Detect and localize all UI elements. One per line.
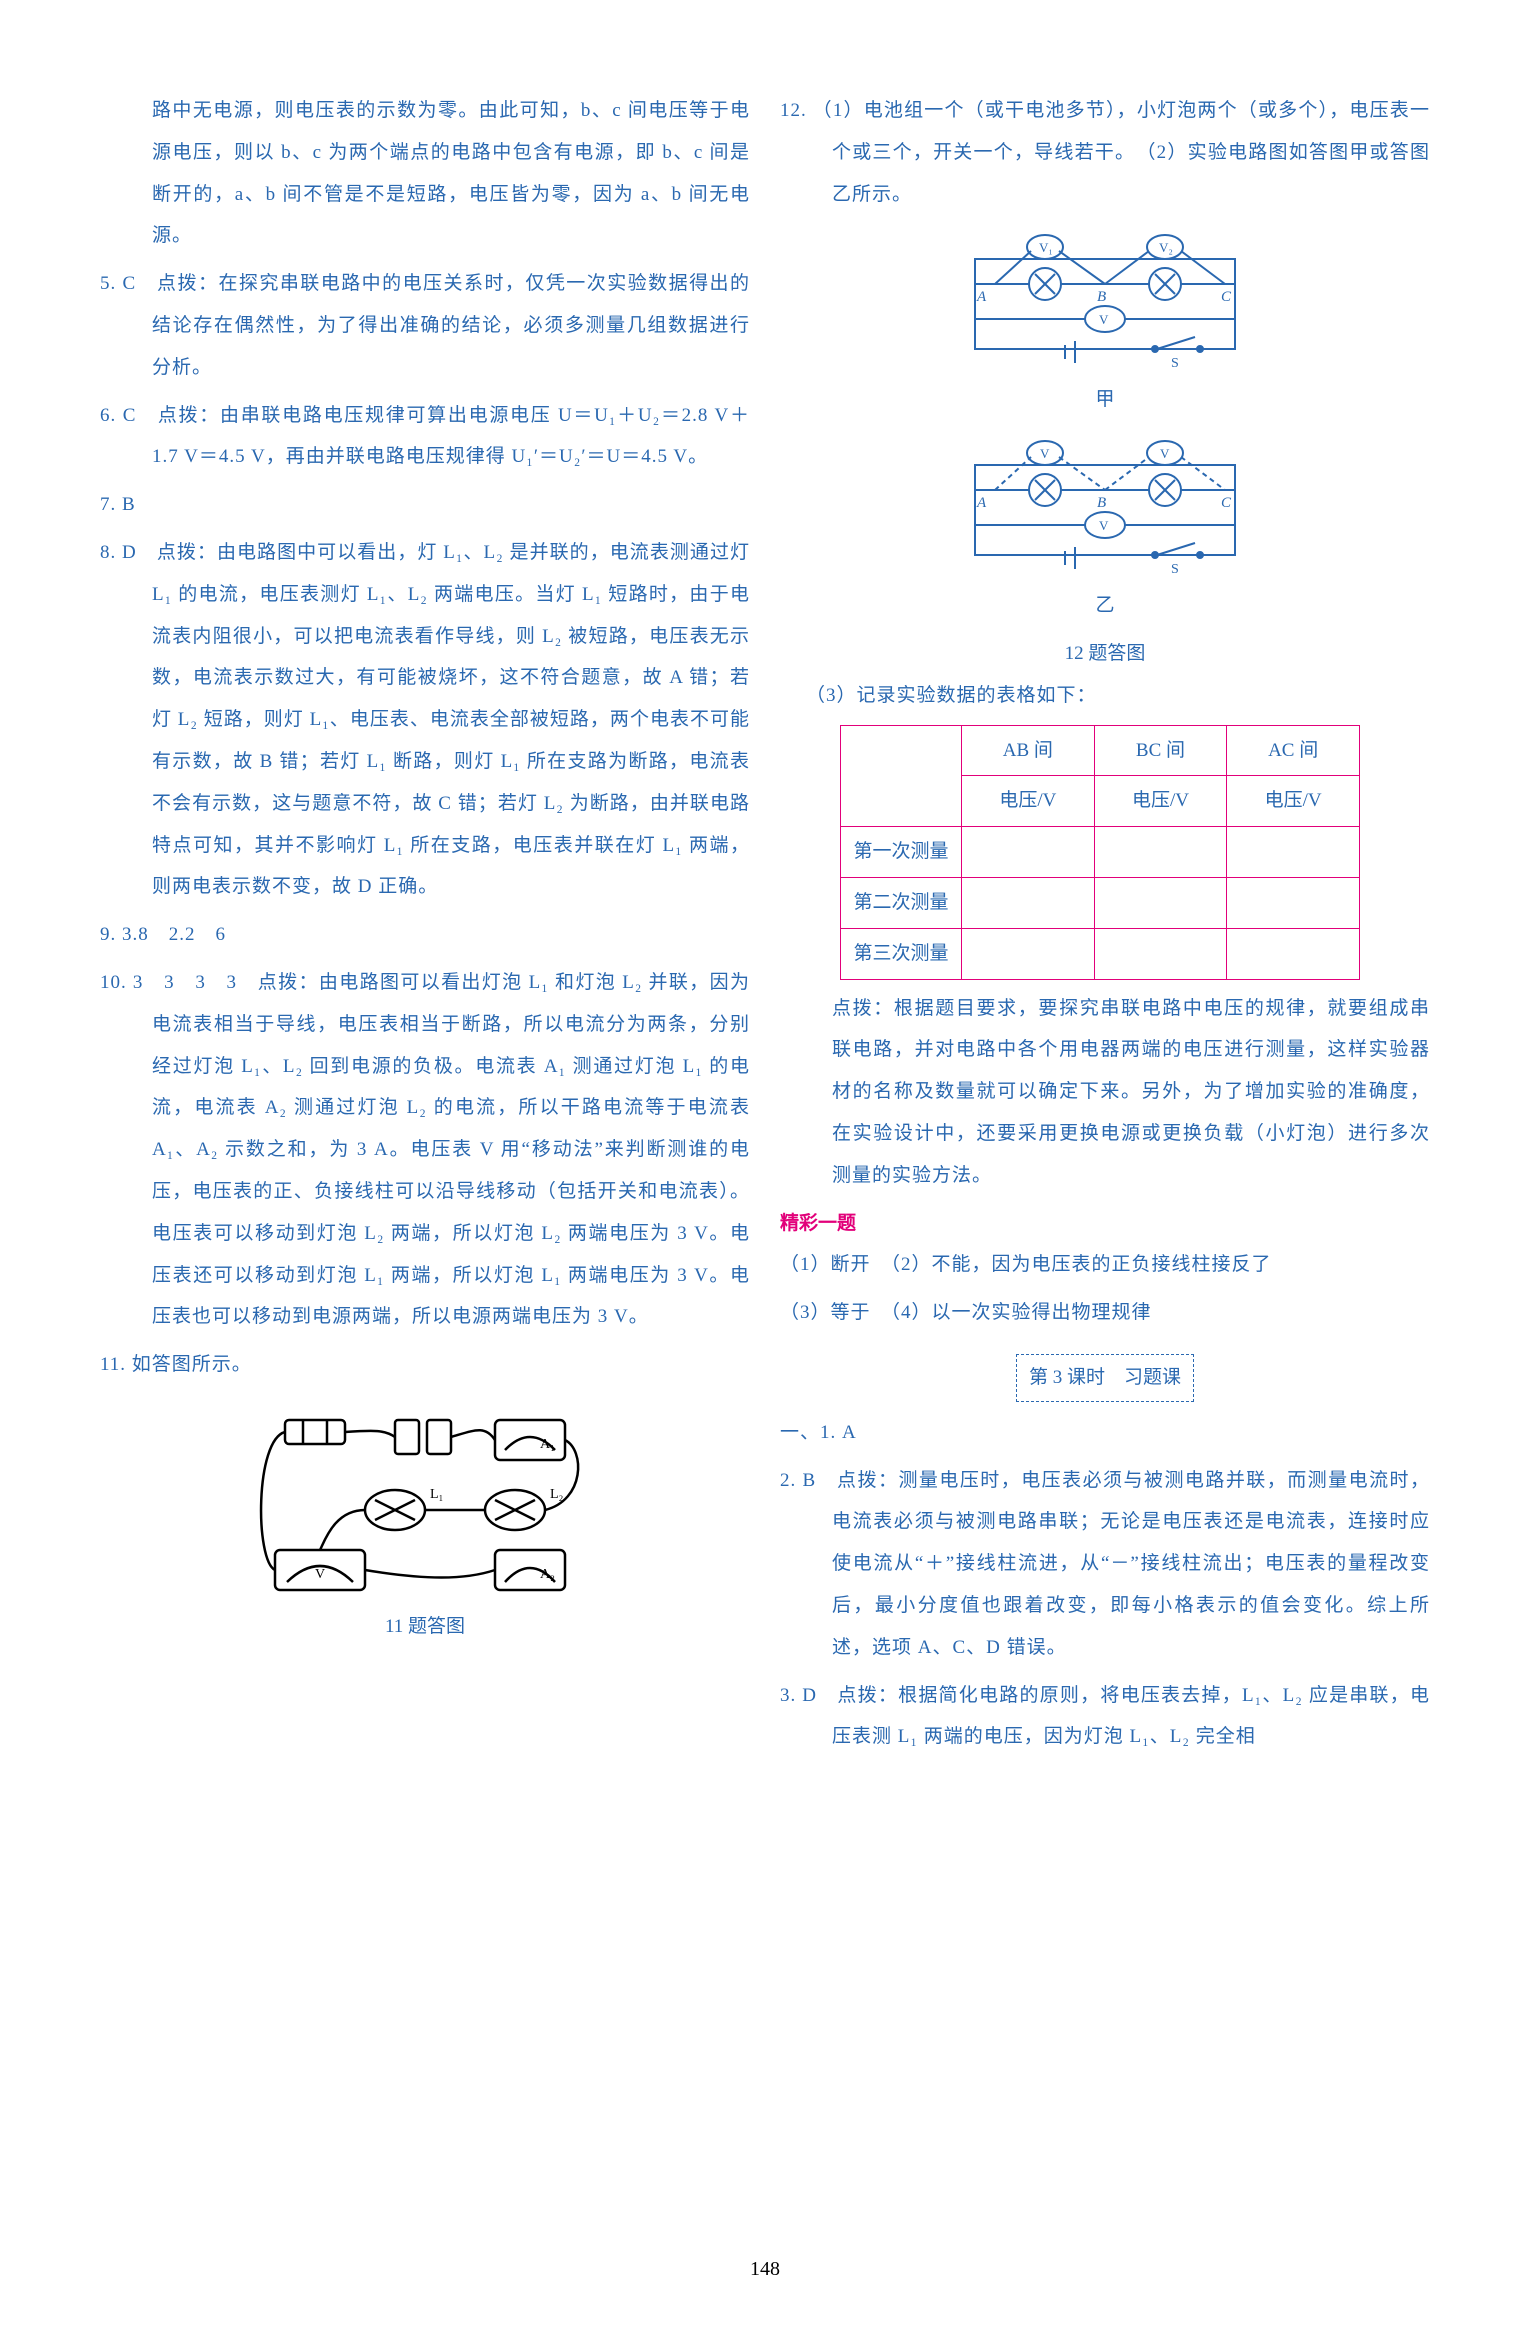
svg-text:V: V bbox=[1160, 446, 1170, 461]
q5: 5. C 点拨：在探究串联电路中的电压关系时，仅凭一次实验数据得出的结论存在偶然… bbox=[100, 263, 750, 388]
figure-12-yi-label: 乙 bbox=[1095, 585, 1114, 627]
table-row: 第一次测量 bbox=[841, 827, 1360, 878]
row3-label: 第三次测量 bbox=[841, 928, 962, 979]
circuit-jia-icon: V₁ V₂ V A B C S bbox=[935, 229, 1275, 379]
section-jingcai-title: 精彩一题 bbox=[780, 1203, 1430, 1245]
col-ac: AC 间 bbox=[1227, 725, 1360, 776]
svg-text:S: S bbox=[1171, 356, 1179, 371]
table-row: 第三次测量 bbox=[841, 928, 1360, 979]
svg-text:B: B bbox=[1097, 495, 1106, 511]
table-header-row: AB 间 BC 间 AC 间 bbox=[841, 725, 1360, 776]
jingcai-line2: （3）等于 （4）以一次实验得出物理规律 bbox=[780, 1292, 1430, 1334]
svg-text:A: A bbox=[976, 495, 987, 511]
svg-text:V: V bbox=[315, 1567, 325, 1582]
q4-continuation: 路中无电源，则电压表的示数为零。由此可知，b、c 间电压等于电源电压，则以 b、… bbox=[100, 90, 750, 257]
svg-text:V₂: V₂ bbox=[1159, 240, 1173, 255]
figure-12-yi: V V V A B C S 乙 bbox=[780, 435, 1430, 627]
circuit-yi-icon: V V V A B C S bbox=[935, 435, 1275, 585]
row1-label: 第一次测量 bbox=[841, 827, 962, 878]
col-ab: AB 间 bbox=[962, 725, 1095, 776]
svg-text:A₂: A₂ bbox=[540, 1567, 555, 1582]
two-column-layout: 路中无电源，则电压表的示数为零。由此可知，b、c 间电压等于电源电压，则以 b、… bbox=[100, 90, 1430, 2217]
unit-ac: 电压/V bbox=[1227, 776, 1360, 827]
table-row: 第二次测量 bbox=[841, 877, 1360, 928]
lesson-title-wrap: 第 3 课时 习题课 bbox=[780, 1340, 1430, 1412]
q12-dianbo: 点拨：根据题目要求，要探究串联电路中电压的规律，就要组成串联电路，并对电路中各个… bbox=[780, 988, 1430, 1197]
q11: 11. 如答图所示。 bbox=[100, 1344, 750, 1386]
figure-12-jia: V₁ V₂ V A B C S 甲 bbox=[780, 229, 1430, 421]
left-column: 路中无电源，则电压表的示数为零。由此可知，b、c 间电压等于电源电压，则以 b、… bbox=[100, 90, 750, 2217]
svg-text:S: S bbox=[1171, 562, 1179, 577]
lesson-title: 第 3 课时 习题课 bbox=[1016, 1354, 1194, 1402]
svg-text:V: V bbox=[1040, 446, 1050, 461]
sec1-q1: 一、1. A bbox=[780, 1412, 1430, 1454]
svg-text:C: C bbox=[1221, 495, 1232, 511]
figure-12-jia-label: 甲 bbox=[1095, 379, 1114, 421]
svg-text:V₁: V₁ bbox=[1039, 240, 1053, 255]
sec1-q2: 2. B 点拨：测量电压时，电压表必须与被测电路并联，而测量电流时，电流表必须与… bbox=[780, 1460, 1430, 1669]
svg-text:V: V bbox=[1099, 312, 1109, 327]
svg-text:A: A bbox=[976, 289, 987, 305]
q10: 10. 3 3 3 3 点拨：由电路图可以看出灯泡 L₁ 和灯泡 L₂ 并联，因… bbox=[100, 962, 750, 1338]
circuit-sketch-icon: L₁ L₂ A₁ A₂ V bbox=[245, 1400, 605, 1600]
q7: 7. B bbox=[100, 484, 750, 526]
svg-text:B: B bbox=[1097, 289, 1106, 305]
svg-text:A₁: A₁ bbox=[540, 1437, 555, 1452]
sec1-q3: 3. D 点拨：根据简化电路的原则，将电压表去掉，L₁、L₂ 应是串联，电压表测… bbox=[780, 1675, 1430, 1759]
q8: 8. D 点拨：由电路图中可以看出，灯 L₁、L₂ 是并联的，电流表测通过灯 L… bbox=[100, 532, 750, 908]
page-root: 路中无电源，则电压表的示数为零。由此可知，b、c 间电压等于电源电压，则以 b、… bbox=[0, 0, 1530, 2331]
figure-12-caption: 12 题答图 bbox=[780, 633, 1430, 675]
svg-text:L₁: L₁ bbox=[430, 1487, 443, 1502]
q9: 9. 3.8 2.2 6 bbox=[100, 914, 750, 956]
q6: 6. C 点拨：由串联电路电压规律可算出电源电压 U＝U₁＋U₂＝2.8 V＋1… bbox=[100, 395, 750, 479]
svg-text:V: V bbox=[1099, 518, 1109, 533]
right-column: 12. （1）电池组一个（或干电池多节），小灯泡两个（或多个），电压表一个或三个… bbox=[780, 90, 1430, 2217]
figure-11-caption: 11 题答图 bbox=[385, 1606, 465, 1648]
row2-label: 第二次测量 bbox=[841, 877, 962, 928]
svg-text:C: C bbox=[1221, 289, 1232, 305]
svg-text:L₂: L₂ bbox=[550, 1487, 564, 1502]
jingcai-line1: （1）断开 （2）不能，因为电压表的正负接线柱接反了 bbox=[780, 1244, 1430, 1286]
col-bc: BC 间 bbox=[1094, 725, 1227, 776]
page-number: 148 bbox=[100, 2247, 1430, 2291]
q12-part3: （3）记录实验数据的表格如下： bbox=[780, 675, 1430, 717]
figure-11: L₁ L₂ A₁ A₂ V 11 题答图 bbox=[100, 1400, 750, 1648]
data-table: AB 间 BC 间 AC 间 电压/V 电压/V 电压/V 第一次测量 第二次测… bbox=[840, 725, 1360, 980]
unit-bc: 电压/V bbox=[1094, 776, 1227, 827]
unit-ab: 电压/V bbox=[962, 776, 1095, 827]
q12: 12. （1）电池组一个（或干电池多节），小灯泡两个（或多个），电压表一个或三个… bbox=[780, 90, 1430, 215]
